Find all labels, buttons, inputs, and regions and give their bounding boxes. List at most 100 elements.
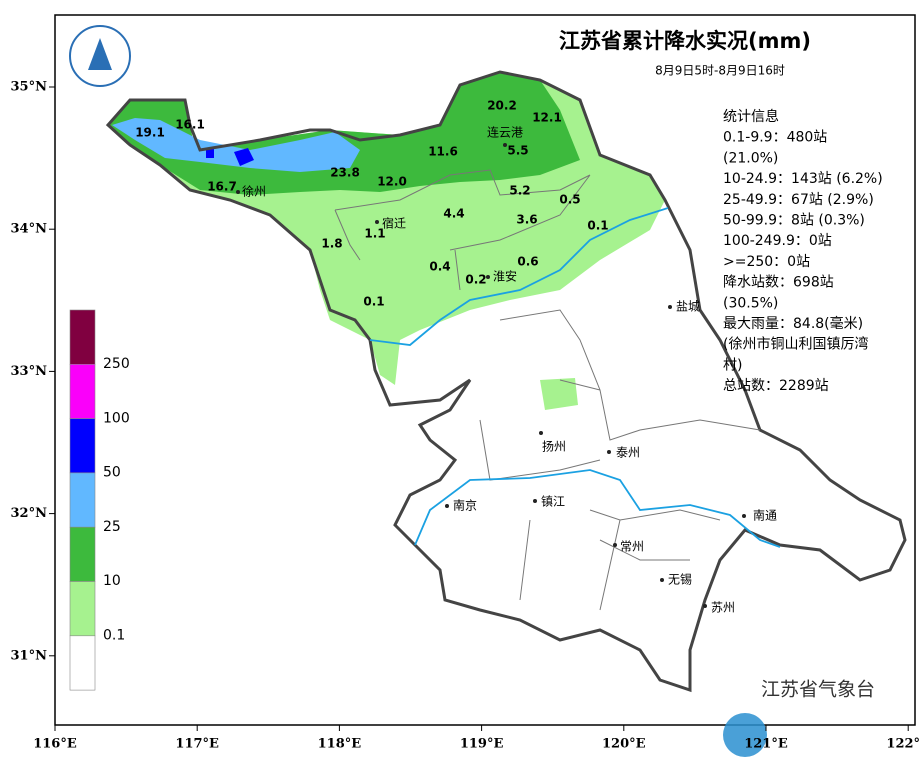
station-value: 0.1 (363, 295, 384, 309)
station-value: 11.6 (428, 145, 458, 159)
city-label: 无锡 (668, 572, 692, 587)
station-value: 0.5 (559, 193, 580, 207)
city-dot (236, 190, 240, 194)
lon-label: 120°E (602, 737, 646, 752)
lon-label: 118°E (318, 737, 362, 752)
station-value: 5.2 (509, 184, 530, 198)
station-value: 0.2 (465, 273, 486, 287)
lat-label: 35°N (11, 80, 48, 95)
city-label: 扬州 (542, 439, 566, 454)
city-dot (486, 275, 490, 279)
city-label: 宿迁 (382, 216, 406, 231)
lon-label: 119°E (460, 737, 504, 752)
legend-swatch (69, 309, 96, 365)
map-title: 江苏省累计降水实况(mm) (559, 29, 811, 53)
city-label: 淮安 (493, 269, 517, 284)
station-value: 0.1 (587, 219, 608, 233)
city-dot (539, 431, 543, 435)
city-dot (613, 543, 617, 547)
stats-line: 25-49.9：67站 (2.9%) (723, 192, 874, 208)
legend-label: 0.1 (103, 628, 125, 644)
city-label: 南京 (453, 498, 477, 513)
legend-swatch (69, 472, 96, 528)
station-value: 0.6 (517, 255, 538, 269)
stats-line: 10-24.9：143站 (6.2%) (723, 171, 883, 187)
city-label: 南通 (753, 508, 777, 523)
station-value: 19.1 (135, 126, 165, 140)
stats-line: 0.1-9.9：480站 (723, 130, 827, 146)
city-label: 苏州 (711, 601, 735, 615)
station-value: 1.8 (321, 237, 342, 251)
boundary (334, 169, 761, 611)
city-label: 徐州 (242, 184, 266, 199)
stats-line: (30.5%) (723, 295, 778, 311)
legend-swatch (69, 526, 96, 582)
city-boundaries (334, 169, 761, 611)
legend-label: 25 (103, 519, 121, 535)
city-dot (607, 450, 611, 454)
legend-swatch (69, 635, 96, 691)
stats-line: 50-99.9：8站 (0.3%) (723, 213, 865, 229)
station-value: 0.4 (429, 260, 450, 274)
stats-line: 村) (723, 357, 742, 373)
agency-logo (723, 713, 767, 757)
legend-label: 250 (103, 356, 130, 372)
stats-line: 统计信息 (723, 108, 779, 125)
agency: 江苏省气象台 (761, 679, 875, 701)
map-frame (54, 14, 916, 726)
city-dot (703, 604, 707, 608)
stats-line: >=250：0站 (723, 254, 810, 270)
stats-line: (21.0%) (723, 150, 778, 166)
station-value: 16.7 (207, 180, 237, 194)
stats-line: 100-249.9：0站 (723, 233, 832, 249)
river (369, 207, 781, 548)
city-dot (503, 143, 507, 147)
city-label: 泰州 (616, 446, 640, 460)
legend-swatch (69, 363, 96, 419)
station-value: 23.8 (330, 166, 360, 180)
lat-label: 31°N (11, 648, 48, 663)
legend-label: 100 (103, 410, 130, 426)
station-value: 5.5 (507, 144, 528, 158)
station-value: 1.1 (364, 227, 385, 241)
rain-heavy (112, 118, 360, 172)
station-value: 12.0 (377, 175, 407, 189)
station-value: 16.1 (175, 118, 205, 132)
city-label: 盐城 (676, 300, 700, 314)
rain-storm (206, 148, 254, 166)
rain-light-patch (540, 378, 578, 410)
stats-line: 降水站数：698站 (723, 275, 834, 291)
lon-label: 122°E (886, 737, 920, 752)
lon-label: 121°E (744, 737, 788, 752)
city-dot (660, 578, 664, 582)
city-label: 常州 (620, 540, 644, 554)
city-label: 连云港 (487, 125, 523, 140)
station-value: 3.6 (516, 213, 537, 227)
province-outline (105, 70, 907, 693)
lat-label: 33°N (11, 364, 48, 379)
city-dot (445, 504, 449, 508)
station-value: 20.2 (487, 99, 517, 113)
city-dot (742, 514, 746, 518)
stats-line: (徐州市铜山利国镇厉湾 (723, 336, 868, 353)
logo (69, 25, 131, 87)
city-label: 镇江 (541, 495, 565, 509)
legend-label: 10 (103, 573, 121, 589)
city-dot (668, 305, 672, 309)
stats-line: 最大雨量：84.8(毫米) (723, 315, 863, 332)
station-value: 4.4 (443, 207, 464, 221)
station-value: 12.1 (532, 111, 562, 125)
map-subtitle: 8月9日5时-8月9日16时 (655, 64, 785, 78)
legend-swatch (69, 581, 96, 637)
city-dot (533, 499, 537, 503)
logo-tower (88, 38, 112, 70)
legend-label: 50 (103, 465, 121, 481)
lat-label: 32°N (11, 506, 48, 521)
lon-label: 117°E (175, 737, 219, 752)
lon-label: 116°E (33, 737, 77, 752)
lat-label: 34°N (11, 222, 48, 237)
city-dot (375, 220, 379, 224)
stats-line: 总站数：2289站 (723, 378, 829, 394)
legend-swatch (69, 418, 96, 474)
